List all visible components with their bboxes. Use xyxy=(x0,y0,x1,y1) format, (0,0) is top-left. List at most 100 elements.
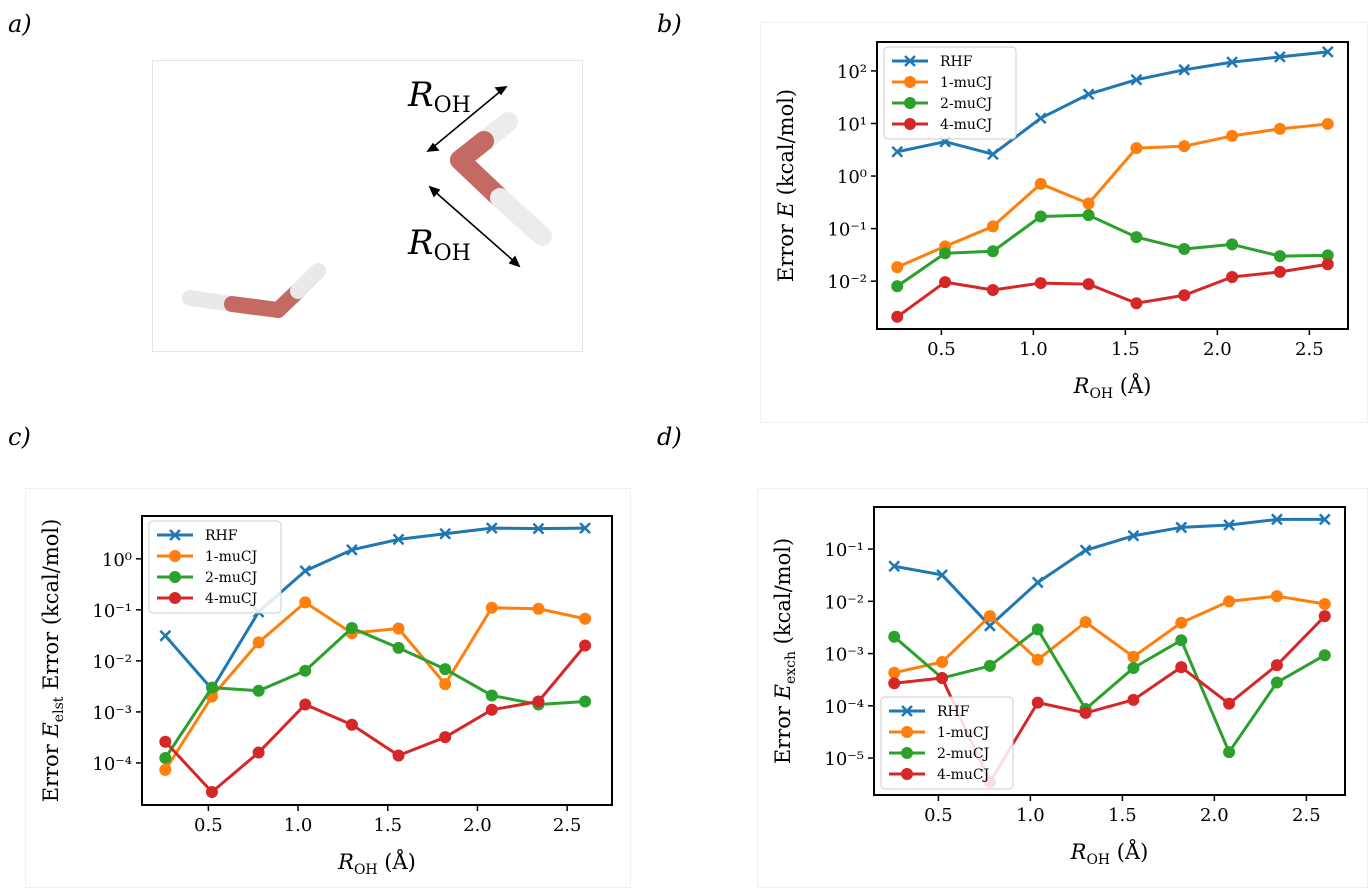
marker xyxy=(485,601,498,614)
marker xyxy=(1270,659,1283,672)
marker xyxy=(579,639,592,652)
marker xyxy=(485,689,498,702)
marker xyxy=(579,612,592,625)
y-tick-label: 10⁻³ xyxy=(824,645,864,666)
marker xyxy=(579,695,592,708)
x-tick-label: 2.5 xyxy=(1295,339,1324,360)
x-tick-label: 2.0 xyxy=(1200,805,1229,826)
marker xyxy=(439,527,452,540)
marker xyxy=(1034,177,1047,190)
marker xyxy=(891,280,904,293)
marker xyxy=(1318,513,1331,526)
x-tick-label: 1.0 xyxy=(1016,805,1045,826)
distance-label: ROH xyxy=(407,75,471,118)
marker xyxy=(986,220,999,233)
marker xyxy=(1271,513,1283,526)
marker xyxy=(983,659,996,672)
marker xyxy=(888,677,901,690)
marker xyxy=(986,245,999,258)
water-left xyxy=(182,263,326,318)
marker xyxy=(1082,88,1095,101)
axis-label: ROH (Å) xyxy=(1073,373,1152,402)
legend-marker xyxy=(901,768,913,780)
marker xyxy=(1223,519,1235,531)
series-line xyxy=(896,122,1328,269)
marker xyxy=(1226,271,1239,284)
y-tick-label: 10⁻³ xyxy=(92,703,132,724)
x-tick-label: 0.5 xyxy=(927,339,956,360)
axis-label: ROH (Å) xyxy=(1070,839,1149,868)
legend-label: 1-muCJ xyxy=(940,75,992,91)
marker xyxy=(1034,112,1047,125)
marker xyxy=(299,565,312,577)
marker xyxy=(888,630,901,643)
marker xyxy=(936,655,949,668)
distance-label: ROH xyxy=(407,223,471,266)
marker xyxy=(888,666,901,679)
marker xyxy=(1273,250,1286,263)
marker xyxy=(252,746,265,759)
marker xyxy=(159,629,172,642)
subscript: OH xyxy=(354,862,378,878)
marker xyxy=(1178,140,1191,153)
legend-label: 1-muCJ xyxy=(937,725,989,741)
legend-box xyxy=(148,520,282,614)
symbol: E xyxy=(774,202,798,218)
marker xyxy=(345,622,358,635)
molecule-diagram: ROH ROH xyxy=(152,60,583,352)
marker xyxy=(439,678,452,691)
marker xyxy=(1031,653,1044,666)
x-tick-label: 2.0 xyxy=(1203,339,1232,360)
marker xyxy=(159,735,172,748)
plot-frame xyxy=(873,506,1346,796)
marker xyxy=(579,522,591,534)
series-line xyxy=(893,594,1326,675)
series-line xyxy=(893,627,1326,754)
x-tick-label: 0.5 xyxy=(194,815,223,836)
marker xyxy=(1226,238,1239,251)
plot-frame xyxy=(141,515,613,806)
suffix: Error (kcal/mol) xyxy=(39,519,63,697)
marker xyxy=(1226,129,1239,142)
bond xyxy=(290,263,326,299)
y-tick-label: 10¹ xyxy=(837,114,867,135)
marker xyxy=(392,749,405,762)
x-tick-label: 2.0 xyxy=(463,815,492,836)
legend-label: 4-muCJ xyxy=(940,117,992,133)
y-tick-label: 10⁻¹ xyxy=(92,601,132,622)
panel-label: c) xyxy=(8,423,31,451)
marker xyxy=(299,698,312,711)
legend-label: 2-muCJ xyxy=(940,96,992,112)
x-tick-label: 1.5 xyxy=(1111,339,1140,360)
y-tick-label: 10⁻¹ xyxy=(827,220,867,241)
marker xyxy=(439,663,452,676)
marker xyxy=(1318,597,1331,610)
x-tick-label: 2.5 xyxy=(553,815,582,836)
symbol: E xyxy=(39,722,63,738)
x-tick-label: 1.0 xyxy=(284,815,313,836)
marker xyxy=(1079,616,1092,629)
y-tick-label: 10⁻² xyxy=(92,652,132,673)
marker xyxy=(1274,50,1286,63)
y-tick-label: 10⁻⁵ xyxy=(824,749,864,770)
x-tick-label: 1.5 xyxy=(373,815,402,836)
symbol: R xyxy=(407,223,434,263)
legend-marker xyxy=(169,550,181,562)
subscript: OH xyxy=(434,241,471,266)
marker xyxy=(1318,610,1331,623)
marker xyxy=(1318,649,1331,662)
marker xyxy=(891,310,904,323)
legend-label: 4-muCJ xyxy=(205,591,257,607)
suffix: (Å) xyxy=(1113,373,1151,398)
marker xyxy=(1175,661,1188,674)
prefix: Error xyxy=(39,738,63,803)
legend-label: 4-muCJ xyxy=(937,767,989,783)
marker xyxy=(205,681,218,694)
panel-frame xyxy=(760,22,1368,423)
arrow-head xyxy=(428,185,521,268)
prefix: Error xyxy=(774,217,798,282)
marker xyxy=(1270,676,1283,689)
y-tick-label: 10⁻⁴ xyxy=(824,697,864,718)
legend-box xyxy=(880,696,1014,790)
subscript: elst xyxy=(51,696,67,722)
